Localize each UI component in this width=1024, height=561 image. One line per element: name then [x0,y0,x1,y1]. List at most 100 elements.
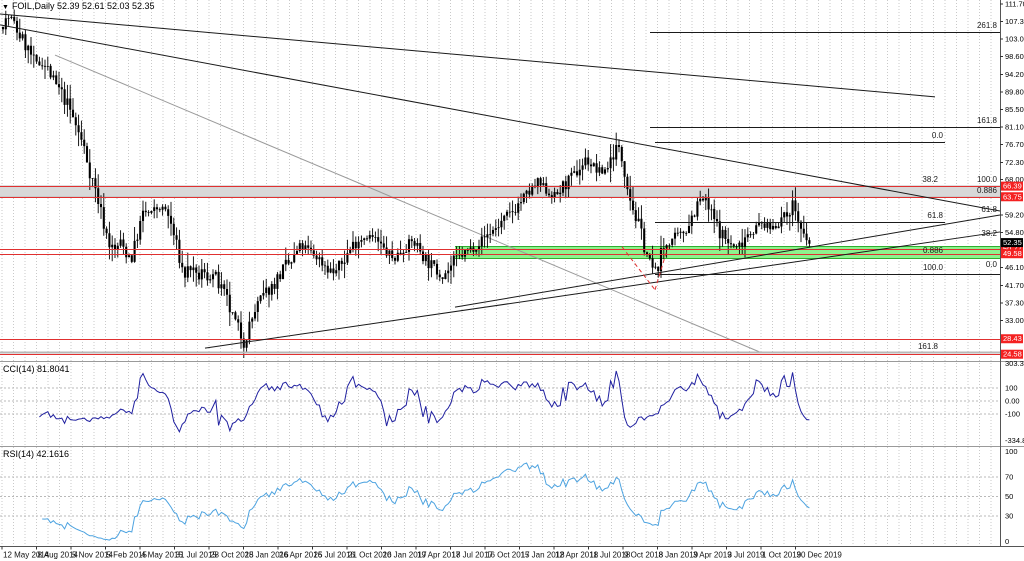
symbol-title: ▼ FOIL,Daily 52.39 52.61 52.03 52.35 [2,1,155,11]
fib-level-label: 0.0 [986,260,998,269]
time-axis-label: 21 Oct 2016 [348,551,392,560]
price-axis-tick: 94.20 [1005,70,1024,79]
time-axis-label: 5 Feb 2015 [107,551,148,560]
rsi-indicator-label: RSI(14) 42.1616 [3,449,70,459]
fib-level-label: 161.8 [918,342,939,351]
price-marker-value: 50.77 [1003,244,1022,253]
price-marker-value: 49.58 [1003,249,1022,258]
trendline[interactable] [0,13,936,98]
price-marker-tag [1001,238,1023,248]
fib-level-label: 0.0 [932,131,944,140]
candlestick-series [1,9,811,358]
pane-frame [0,0,1024,547]
time-axis-label: 25 Jul 2016 [314,551,356,560]
price-axis-tick: 59.20 [1005,211,1024,220]
time-axis-label: 1 Oct 2019 [762,551,802,560]
rsi-min-label: 0 [1005,537,1009,546]
price-marker-value: 52.35 [1003,238,1022,247]
collapse-arrow-icon[interactable]: ▼ [2,4,9,11]
time-axis-label: 8 Aug 2014 [38,551,79,560]
fib-level-label: 38.2 [922,175,938,184]
cci-level-label: -100 [1005,409,1020,418]
time-axis-label: 28 Jan 2016 [245,551,290,560]
price-axis-tick: 41.70 [1005,281,1024,290]
price-axis-tick: 54.80 [1005,228,1024,237]
price-marker-tag [1001,192,1023,202]
price-axis-tick: 33.00 [1005,316,1024,325]
fib-and-horizontal-lines[interactable]: 0.0 38.2 61.8 0.886 100.0 261.8 161.8 100.0 0.88… [0,21,1000,355]
price-marker-tag [1001,244,1023,254]
price-axis-tick: 46.10 [1005,263,1024,272]
price-axis-tick: 111.70 [1005,0,1024,9]
time-axis-label: 30 Dec 2019 [797,551,843,560]
price-axis-tick: 98.60 [1005,52,1024,61]
price-zone-band [455,246,1000,259]
rsi-level-label: 50 [1005,492,1013,501]
fib-level-label: 261.8 [977,21,998,30]
time-axis-label: 16 Oct 2017 [486,551,530,560]
price-axis-tick: 107.30 [1005,17,1024,26]
time-axis-label: 8 Jan 2019 [659,551,699,560]
trendline[interactable] [454,214,1001,308]
cci-level-label: 0.00 [1005,397,1020,406]
trendline[interactable] [0,24,1001,212]
rsi-line [42,462,810,541]
fib-level-label: 100.0 [977,175,998,184]
time-axis-label: 11 Jul 2018 [590,551,631,560]
cci-max-label: 303.3451 [1005,359,1024,368]
time-axis-label: 28 Oct 2015 [210,551,254,560]
price-axis-tick: 72.30 [1005,158,1024,167]
time-axis-label: 12 May 2014 [3,551,50,560]
red-dashed-segment[interactable] [654,246,669,290]
fib-level-label: 100.0 [923,263,944,272]
time-axis-label: 4 May 2015 [141,551,183,560]
rsi-pane: 70 50 30 100 0 [0,447,1018,546]
time-axis-label: 9 Oct 2018 [624,551,664,560]
price-axis-tick: 89.80 [1005,88,1024,97]
rsi-level-label: 70 [1005,473,1013,482]
trendline[interactable] [204,231,1001,349]
cci-level-label: 100 [1005,384,1018,393]
gray-trendline[interactable] [54,54,761,353]
symbol-title-text: FOIL,Daily 52.39 52.61 52.03 52.35 [11,1,155,11]
price-axis-tick: 81.10 [1005,123,1024,132]
grid-lines [1,0,992,546]
price-zone-band [0,186,1000,197]
price-marker-value: 24.58 [1003,350,1022,359]
price-marker-value: 28.43 [1003,334,1022,343]
fib-level-label: 0.886 [923,246,944,255]
time-axis-label: 20 Jan 2017 [383,551,428,560]
fib-level-label: 161.8 [977,116,998,125]
rsi-max-label: 100 [1005,447,1018,456]
price-marker-tag [1001,349,1023,359]
price-marker-tag [1001,181,1023,191]
cci-line [39,370,810,434]
time-axis-label: 5 Nov 2014 [72,551,113,560]
price-axis-tick: 37.30 [1005,299,1024,308]
trend-lines[interactable] [0,13,1001,349]
time-axis-label: 19 Apr 2017 [417,551,461,560]
time-axis-label: 3 Apr 2019 [693,551,732,560]
price-axis-tick: 103.00 [1005,34,1024,43]
price-axis-tick: 76.70 [1005,140,1024,149]
price-axis-tick: 85.50 [1005,105,1024,114]
time-axis-label: 3 Jul 2019 [728,551,765,560]
price-marker-tag [1001,249,1023,259]
fib-level-label: 61.8 [927,211,943,220]
rsi-level-label: 30 [1005,511,1013,520]
price-marker-value: 63.75 [1003,192,1022,201]
cci-min-label: -334.864 [1005,436,1024,445]
red-dashed-segment[interactable] [621,246,656,291]
time-axis-label: 18 Jul 2017 [452,551,494,560]
price-axis[interactable]: 111.70 107.30 103.00 98.60 94.20 89.80 85.50 81… [1000,0,1024,359]
fib-level-label: 0.886 [977,186,998,195]
time-axis-label: 26 Apr 2016 [279,551,323,560]
cci-indicator-label: CCI(14) 81.8041 [3,364,70,374]
cci-pane: 100 0.00 -100 303.3451 -334.864 [0,359,1024,445]
price-marker-tag [1001,334,1023,344]
price-marker-value: 66.39 [1003,182,1022,191]
price-axis-tick: 68.00 [1005,175,1024,184]
